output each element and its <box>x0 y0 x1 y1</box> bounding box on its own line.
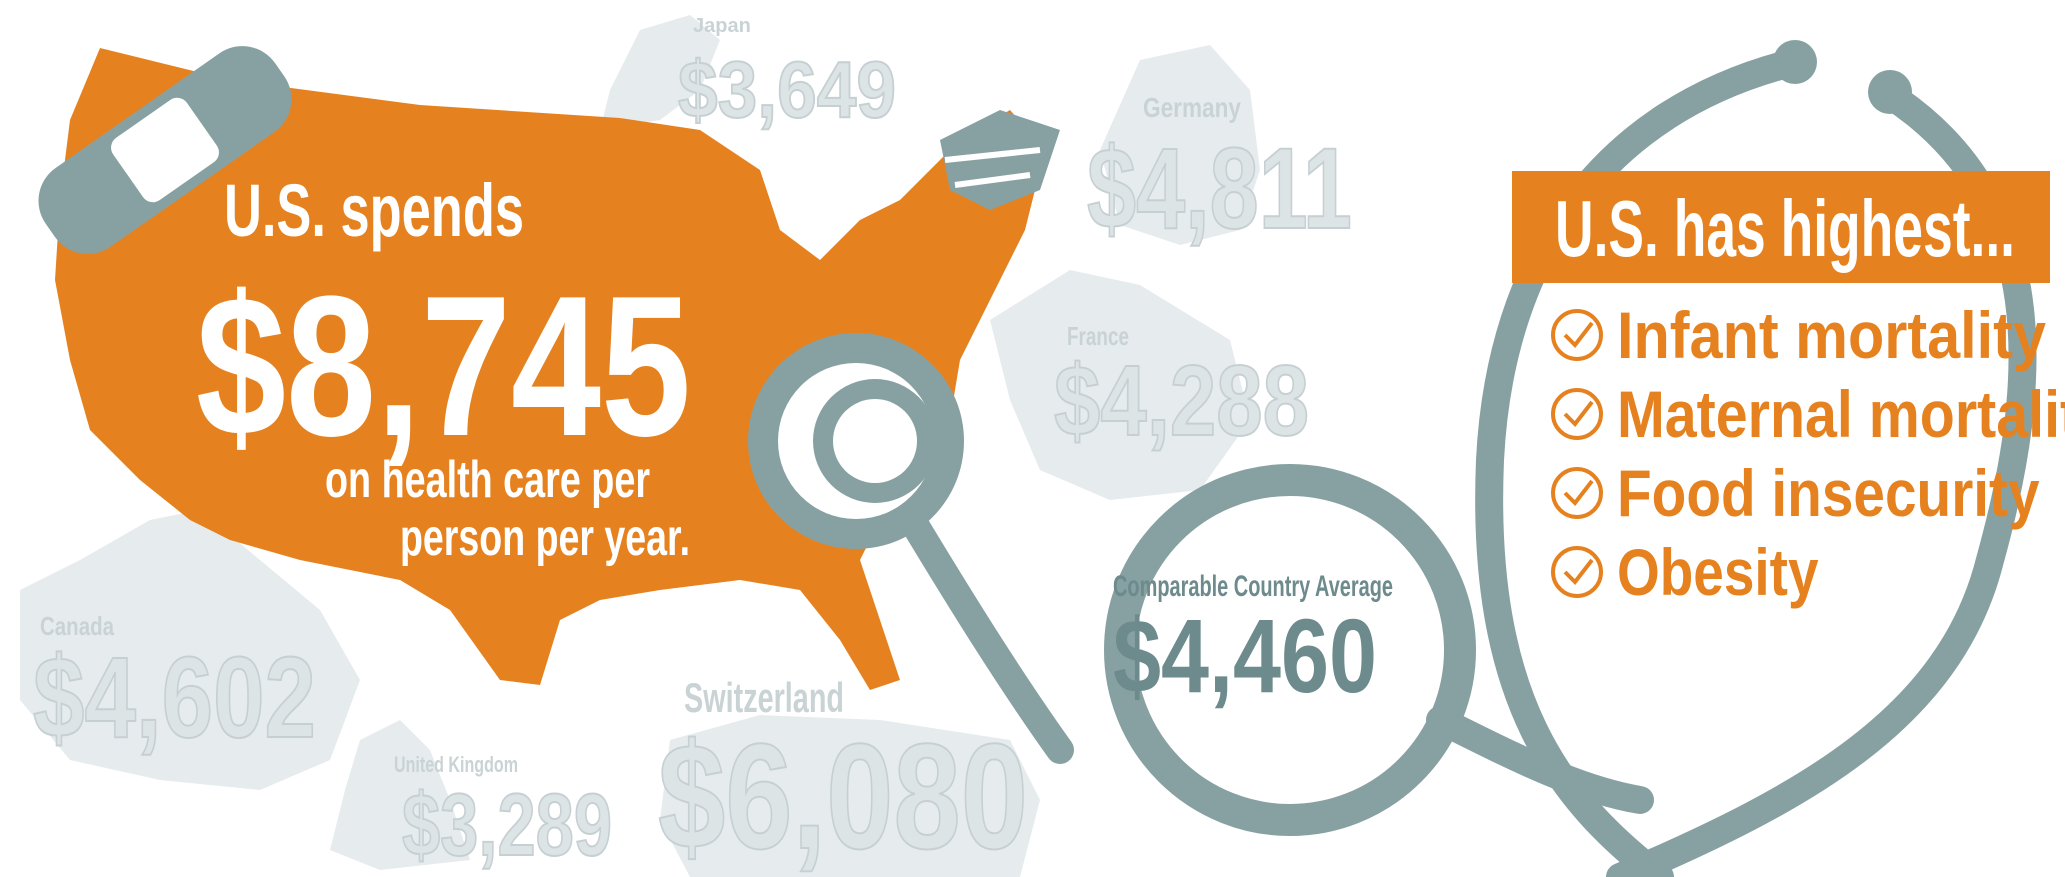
bandage <box>38 46 292 254</box>
highest-banner <box>1512 171 2050 283</box>
check-mark <box>1563 558 1594 586</box>
check-mark <box>1563 400 1594 428</box>
highest-item: Obesity <box>1617 535 1819 609</box>
country-amount: $3,649 <box>678 45 896 134</box>
country-name: Germany <box>1143 92 1241 123</box>
check-icon <box>1551 467 1603 519</box>
highest-title: U.S. has highest... <box>1555 184 2015 273</box>
country-amount: $6,080 <box>658 712 1028 877</box>
france-shape <box>990 270 1250 500</box>
switzerland-shape <box>660 715 1040 877</box>
average-label: Comparable Country Average <box>1113 570 1393 603</box>
bandage-wrap <box>940 110 1060 210</box>
chestpiece <box>748 333 964 549</box>
average-amount: $4,460 <box>1113 598 1377 715</box>
japan-shape <box>600 15 720 130</box>
highest-item: Food insecurity <box>1617 456 2040 530</box>
us-headline: U.S. spends <box>224 169 524 252</box>
country-amount: $4,602 <box>33 634 316 762</box>
canada-shape <box>20 510 360 790</box>
us-caption-line: person per year. <box>400 509 690 567</box>
highest-item: Infant mortality <box>1617 298 2046 372</box>
country-name: Switzerland <box>684 674 844 721</box>
check-mark <box>1563 479 1594 507</box>
country-name: Japan <box>693 15 751 37</box>
country-name: Canada <box>40 611 114 641</box>
country-amount: $4,811 <box>1087 125 1352 253</box>
check-icon <box>1551 546 1603 598</box>
us-caption-line: on health care per <box>325 451 650 509</box>
country-shapes <box>20 15 1260 877</box>
check-mark <box>1563 321 1594 349</box>
check-icon <box>1551 309 1603 361</box>
country-amount: $3,289 <box>402 775 612 874</box>
country-name: France <box>1067 321 1129 351</box>
uk-shape <box>330 720 470 870</box>
us-amount: $8,745 <box>196 255 691 478</box>
check-icon <box>1551 388 1603 440</box>
country-amount: $4,288 <box>1054 345 1309 457</box>
country-name: United Kingdom <box>394 752 518 777</box>
germany-shape <box>1100 45 1260 245</box>
highest-item: Maternal mortality <box>1617 377 2065 451</box>
